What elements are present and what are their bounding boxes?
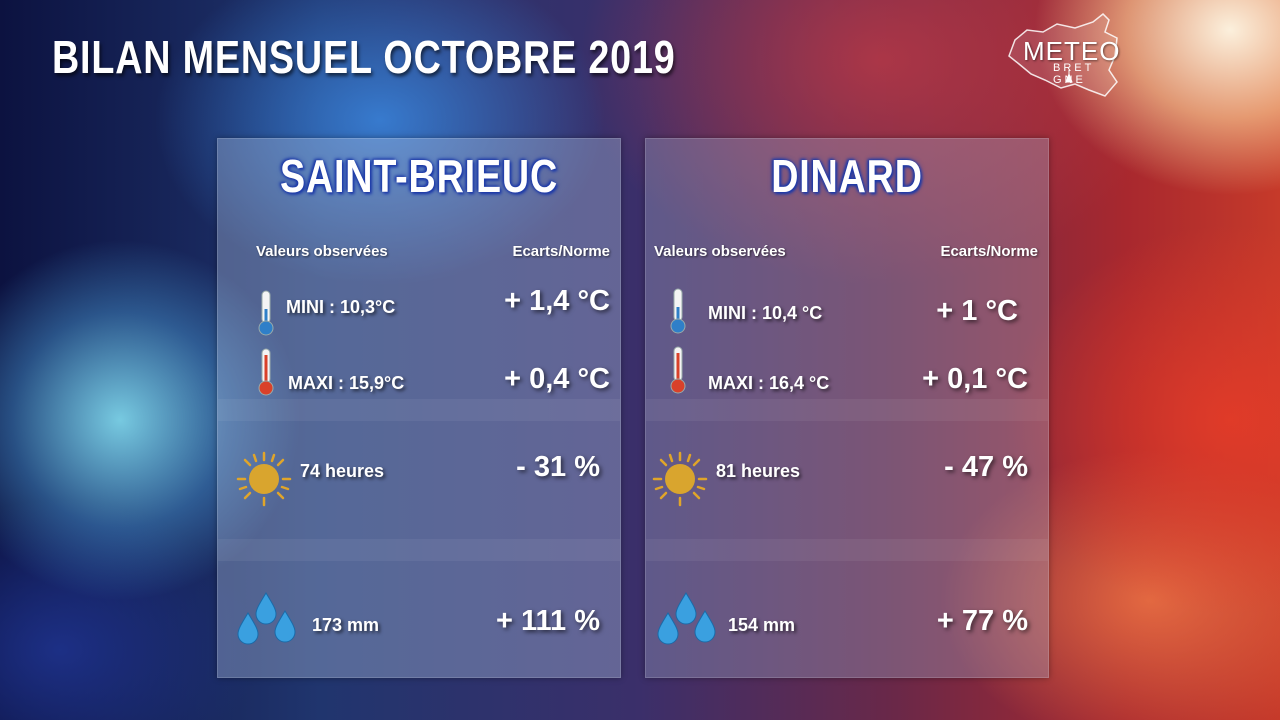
page-title: BILAN MENSUEL OCTOBRE 2019 bbox=[52, 31, 676, 83]
meteo-bretagne-logo: METEO BRET GNE bbox=[1005, 12, 1125, 100]
sunshine-value: 74 heures bbox=[300, 461, 385, 481]
city-title: SAINT-BRIEUC bbox=[279, 150, 559, 202]
thermometer-cold-icon bbox=[670, 288, 686, 334]
station-panel-saint-brieuc: SAINT-BRIEUC Valeurs observées Ecarts/No… bbox=[217, 138, 621, 678]
divider-band bbox=[646, 399, 1048, 421]
raindrops-icon bbox=[237, 592, 296, 645]
logo-subtext: BRET GNE bbox=[1053, 62, 1095, 86]
divider-band bbox=[646, 539, 1048, 561]
sunshine-deviation: - 31 % bbox=[516, 451, 600, 483]
observed-header: Valeurs observées bbox=[654, 243, 786, 260]
observed-header: Valeurs observées bbox=[256, 243, 388, 260]
mini-deviation: + 1,4 °C bbox=[504, 285, 610, 317]
maxi-value: MAXI : 16,4 °C bbox=[708, 373, 830, 393]
divider-band bbox=[218, 539, 620, 561]
logo-text: METEO bbox=[1023, 36, 1121, 66]
thermometer-cold-icon bbox=[258, 290, 274, 336]
thermometer-hot-icon bbox=[258, 348, 274, 396]
sun-icon bbox=[652, 451, 708, 507]
deviation-header: Ecarts/Norme bbox=[940, 243, 1038, 260]
station-panel-dinard: DINARD Valeurs observées Ecarts/Norme MI… bbox=[645, 138, 1049, 678]
rain-value: 154 mm bbox=[728, 615, 796, 635]
thermometer-hot-icon bbox=[670, 346, 686, 394]
city-title: DINARD bbox=[771, 150, 923, 202]
sun-icon bbox=[236, 451, 292, 507]
rain-deviation: + 77 % bbox=[936, 605, 1028, 637]
sunshine-value: 81 heures bbox=[716, 461, 801, 481]
mini-value: MINI : 10,4 °C bbox=[708, 303, 823, 323]
deviation-header: Ecarts/Norme bbox=[512, 243, 610, 260]
rain-value: 173 mm bbox=[312, 615, 380, 635]
sunshine-deviation: - 47 % bbox=[944, 451, 1028, 483]
brittany-map-icon bbox=[1008, 12, 1118, 97]
rain-deviation: + 111 % bbox=[495, 605, 600, 637]
maxi-value: MAXI : 15,9°C bbox=[288, 373, 405, 393]
mini-deviation: + 1 °C bbox=[936, 295, 1018, 327]
maxi-deviation: + 0,1 °C bbox=[922, 363, 1028, 395]
divider-band bbox=[218, 399, 620, 421]
mini-value: MINI : 10,3°C bbox=[286, 297, 396, 317]
raindrops-icon bbox=[657, 592, 716, 645]
maxi-deviation: + 0,4 °C bbox=[504, 363, 610, 395]
